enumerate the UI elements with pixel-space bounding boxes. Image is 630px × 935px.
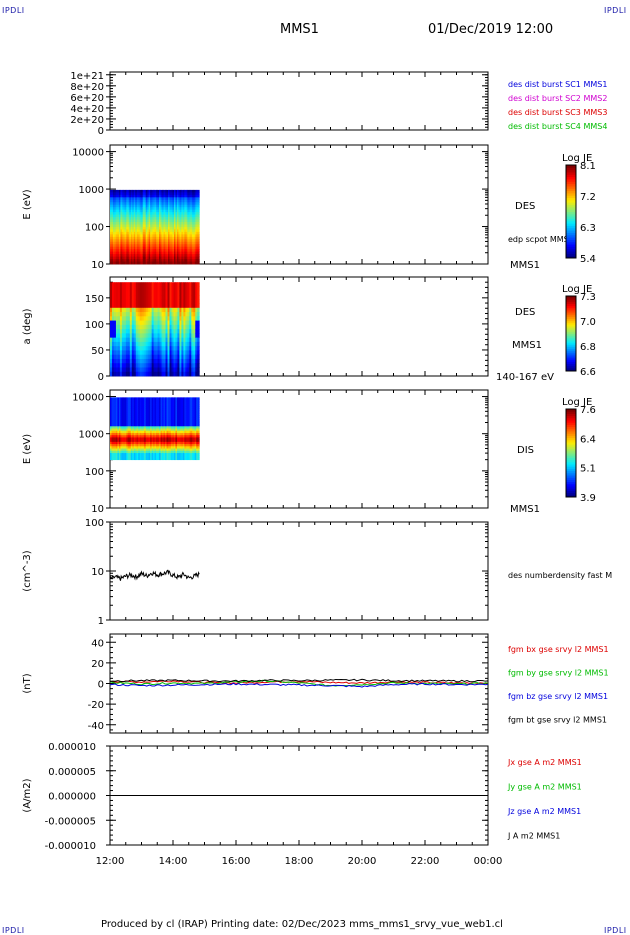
colorbar-des-energy-tick-label: 5.4	[580, 254, 596, 265]
spectrogram-cell	[197, 308, 199, 313]
spectrogram-cell	[198, 234, 200, 237]
des-pa-label: DES	[515, 307, 535, 318]
spectrogram-cell	[198, 210, 200, 213]
energy-range-label: 140-167 eV	[496, 372, 554, 383]
spectrogram-cell	[197, 338, 199, 343]
y-tick-label: 1e+21	[70, 71, 104, 82]
scpot-label: edp scpot MMS1	[508, 235, 574, 244]
spectrogram-cell	[198, 195, 200, 198]
y-axis-label: E (eV)	[22, 189, 33, 219]
spectrogram-cell	[197, 299, 199, 304]
spacecraft-label: MMS1	[510, 260, 540, 271]
spectrogram-cell	[198, 217, 200, 220]
y-tick-label: 8e+20	[70, 82, 104, 93]
spectrogram-cell	[198, 222, 200, 225]
spectrogram-cell	[198, 227, 200, 230]
spectrogram-cell	[197, 355, 199, 360]
y-tick-label: 100	[85, 223, 104, 234]
spectrogram-cell	[197, 359, 199, 364]
y-tick-label: 10	[91, 260, 104, 271]
spectrogram-cell	[197, 282, 199, 287]
spectrogram-cell	[197, 372, 199, 377]
colorbar-des-pa-tick-label: 6.8	[580, 342, 596, 353]
legend-4: des dist burst SC4 MMS4	[508, 122, 607, 131]
y-tick-label: 50	[91, 346, 104, 357]
spectrogram-cell	[198, 220, 200, 223]
spectrogram-cell	[198, 212, 200, 215]
spectrogram-cell	[198, 224, 200, 227]
spectrogram-cell	[197, 333, 199, 338]
y-tick-label: 0	[98, 126, 104, 137]
y-tick-label: 150	[85, 294, 104, 305]
spectrogram-cell	[197, 321, 199, 326]
spectrogram-cell	[198, 249, 200, 252]
spectrogram-cell	[197, 329, 199, 334]
y-tick-label: 4e+20	[70, 104, 104, 115]
spectrogram-cell	[198, 229, 200, 232]
colorbar-des-pa-tick-label: 7.3	[580, 292, 596, 303]
spectrogram-cell	[198, 215, 200, 218]
spectrogram-cell	[197, 367, 199, 372]
legend-3: des dist burst SC3 MMS3	[508, 108, 607, 117]
spacecraft-label: MMS1	[512, 340, 542, 351]
spectrogram-cell	[197, 342, 199, 347]
y-tick-label: 1000	[79, 185, 104, 196]
y-axis-label: a (deg)	[22, 308, 33, 344]
y-tick-label: 6e+20	[70, 93, 104, 104]
spectrogram-cell	[197, 304, 199, 309]
spectrogram-cell	[197, 312, 199, 317]
spectrogram-cell	[197, 325, 199, 330]
spectrogram-cell	[197, 363, 199, 368]
spectrogram-cell	[198, 239, 200, 242]
spectrogram-cell	[198, 237, 200, 240]
spectrogram-cell	[197, 316, 199, 321]
spectrogram-cell	[198, 197, 200, 200]
y-tick-label: 100	[85, 467, 104, 478]
spectrogram-cell	[198, 252, 200, 255]
spectrogram-cell	[198, 262, 200, 265]
spectrogram-cell	[198, 257, 200, 260]
spectrogram-cell	[198, 192, 200, 195]
y-tick-label: 2e+20	[70, 115, 104, 126]
colorbar-des-energy-tick-label: 8.1	[580, 161, 596, 172]
y-tick-label: 10000	[72, 148, 104, 159]
spectrogram-cell	[198, 207, 200, 210]
spectrogram-cell	[198, 244, 200, 247]
spectrogram-cell	[197, 350, 199, 355]
spectrogram-cell	[198, 247, 200, 250]
spectrogram-cell	[198, 232, 200, 235]
y-axis-label: E (eV)	[22, 434, 33, 464]
spectrogram-cell	[197, 346, 199, 351]
spectrogram-cell	[198, 259, 200, 262]
des-label: DES	[515, 201, 535, 212]
colorbar-des-energy-tick-label: 7.2	[580, 192, 596, 203]
spectrogram-cell	[198, 242, 200, 245]
legend-2: des dist burst SC2 MMS2	[508, 94, 607, 103]
spectrogram-cell	[198, 200, 200, 203]
spectrogram-cell	[197, 286, 199, 291]
y-tick-label: 1000	[79, 430, 104, 441]
spectrogram-cell	[197, 291, 199, 296]
spectrogram-cell	[197, 295, 199, 300]
spectrogram-cell	[198, 202, 200, 205]
spectrogram-cell	[198, 190, 200, 193]
y-tick-label: 10	[91, 504, 104, 515]
colorbar-des-pa-tick-label: 6.6	[580, 367, 596, 378]
colorbar-des-pa-tick-label: 7.0	[580, 317, 596, 328]
legend-1: des dist burst SC1 MMS1	[508, 80, 607, 89]
spectrogram-cell	[198, 254, 200, 257]
colorbar-des-energy-tick-label: 6.3	[580, 223, 596, 234]
y-tick-label: 0	[98, 372, 104, 383]
panel-frame-1	[110, 72, 488, 130]
y-tick-label: 10000	[72, 393, 104, 404]
y-tick-label: 100	[85, 320, 104, 331]
spectrogram-cell	[198, 205, 200, 208]
